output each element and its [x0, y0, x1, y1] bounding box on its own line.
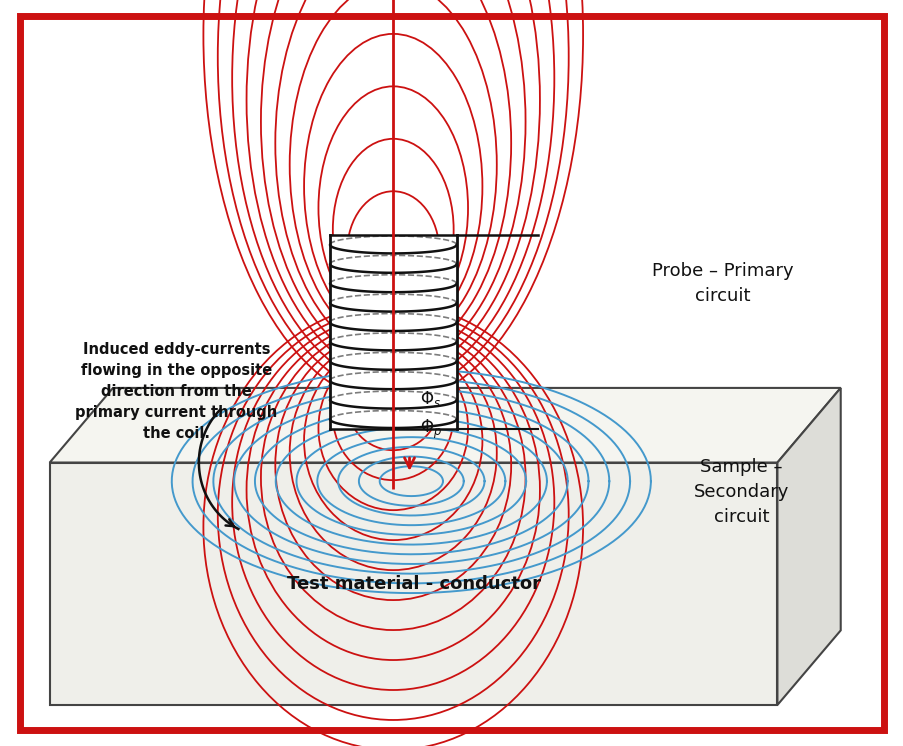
Bar: [330, 235, 456, 429]
Polygon shape: [777, 388, 840, 705]
Text: Sample –
Secondary
circuit: Sample – Secondary circuit: [693, 458, 788, 527]
Polygon shape: [50, 388, 840, 463]
Text: $\Phi_p$: $\Phi_p$: [420, 417, 442, 441]
Text: Probe – Primary
circuit: Probe – Primary circuit: [652, 262, 793, 305]
Text: $\Phi_s$: $\Phi_s$: [420, 389, 441, 409]
Text: Induced eddy-currents
flowing in the opposite
direction from the
primary current: Induced eddy-currents flowing in the opp…: [75, 342, 277, 441]
Polygon shape: [50, 463, 777, 705]
Text: Test material - conductor: Test material - conductor: [286, 574, 540, 593]
